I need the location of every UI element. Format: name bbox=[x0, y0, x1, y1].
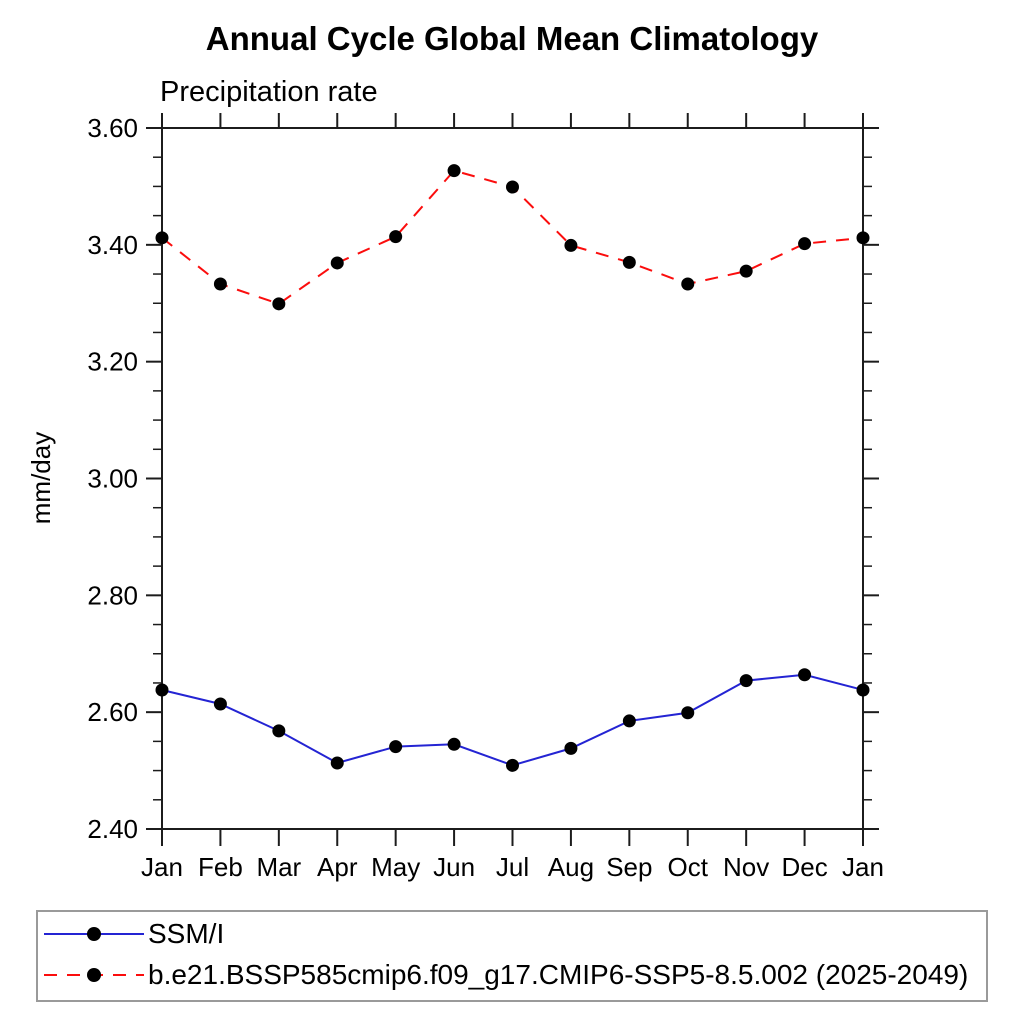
plot-area: 2.40 2.60 2.80 3.00 3.20 3.40 3.60 Jan Feb Mar Apr… bbox=[87, 113, 884, 882]
data-point-ssmi-feb-1 bbox=[213, 697, 227, 711]
data-point-model-nov-10 bbox=[739, 264, 753, 278]
x-axis-month-label: Jun bbox=[433, 852, 475, 882]
x-axis-month-label: Apr bbox=[317, 852, 358, 882]
data-point-model-may-4 bbox=[389, 230, 403, 244]
data-point-model-jan-12 bbox=[856, 231, 870, 245]
data-point-ssmi-jul-6 bbox=[506, 758, 519, 772]
data-point-model-mar-2 bbox=[272, 297, 286, 311]
x-axis-month-label: Feb bbox=[198, 852, 243, 882]
legend-line-sample-solid bbox=[44, 927, 144, 941]
data-point-ssmi-mar-2 bbox=[272, 724, 286, 738]
legend-label-ssmi: SSM/I bbox=[148, 918, 225, 949]
series-line-ssmi bbox=[161, 673, 864, 767]
data-point-model-sep-8 bbox=[622, 255, 636, 269]
y-axis-tick-label: 2.60 bbox=[87, 697, 138, 727]
data-point-model-apr-3 bbox=[330, 256, 344, 270]
legend-item-ssmi: SSM/I bbox=[42, 915, 224, 953]
legend-item-model: b.e21.BSSP585cmip6.f09_g17.CMIP6-SSP5-8.… bbox=[42, 956, 968, 994]
data-point-ssmi-dec-11 bbox=[798, 668, 812, 682]
x-axis-month-label: Nov bbox=[723, 852, 769, 882]
x-axis-month-label: May bbox=[371, 852, 420, 882]
y-axis-tick-label: 3.20 bbox=[87, 347, 138, 377]
x-axis-month-label: Jan bbox=[842, 852, 884, 882]
y-axis-tick-label: 2.80 bbox=[87, 580, 138, 610]
x-axis-month-label: Jul bbox=[496, 852, 529, 882]
y-axis-tick-label: 3.60 bbox=[87, 113, 138, 143]
chart-subtitle: Precipitation rate bbox=[160, 76, 378, 108]
data-point-model-jul-6 bbox=[506, 180, 519, 194]
data-point-ssmi-nov-10 bbox=[739, 674, 753, 688]
data-point-model-aug-7 bbox=[564, 238, 578, 252]
x-axis-month-label: Mar bbox=[256, 852, 301, 882]
y-axis-tick-label: 2.40 bbox=[87, 814, 138, 844]
data-point-ssmi-jun-5 bbox=[447, 737, 461, 751]
data-point-model-jun-5 bbox=[447, 164, 461, 178]
y-axis-tick-label: 3.00 bbox=[87, 464, 138, 494]
y-axis-tick-label: 3.40 bbox=[87, 230, 138, 260]
x-axis-month-label: Sep bbox=[606, 852, 652, 882]
x-axis-month-label: Aug bbox=[548, 852, 594, 882]
x-axis-month-label: Oct bbox=[668, 852, 709, 882]
data-point-ssmi-aug-7 bbox=[564, 741, 578, 755]
data-point-model-oct-9 bbox=[681, 277, 695, 291]
legend-line-sample-dashed bbox=[44, 968, 144, 982]
legend-label-model: b.e21.BSSP585cmip6.f09_g17.CMIP6-SSP5-8.… bbox=[148, 959, 969, 990]
legend-marker-dot bbox=[87, 927, 101, 941]
data-point-ssmi-jan-0 bbox=[155, 683, 169, 697]
chart-title: Annual Cycle Global Mean Climatology bbox=[205, 20, 819, 57]
legend-box: SSM/I b.e21.BSSP585cmip6.f09_g17.CMIP6-S… bbox=[36, 910, 988, 1002]
x-axis-month-label: Dec bbox=[781, 852, 827, 882]
legend-marker-dot bbox=[87, 968, 101, 982]
data-point-ssmi-oct-9 bbox=[681, 706, 695, 720]
data-point-ssmi-jan-12 bbox=[856, 683, 870, 697]
data-point-model-dec-11 bbox=[798, 237, 812, 251]
x-axis-month-label: Jan bbox=[141, 852, 183, 882]
data-point-ssmi-may-4 bbox=[389, 740, 403, 754]
data-point-model-feb-1 bbox=[213, 277, 227, 291]
data-point-ssmi-sep-8 bbox=[622, 714, 636, 728]
data-point-ssmi-apr-3 bbox=[330, 756, 344, 770]
data-point-model-jan-0 bbox=[155, 231, 169, 245]
plot-frame bbox=[161, 127, 864, 830]
